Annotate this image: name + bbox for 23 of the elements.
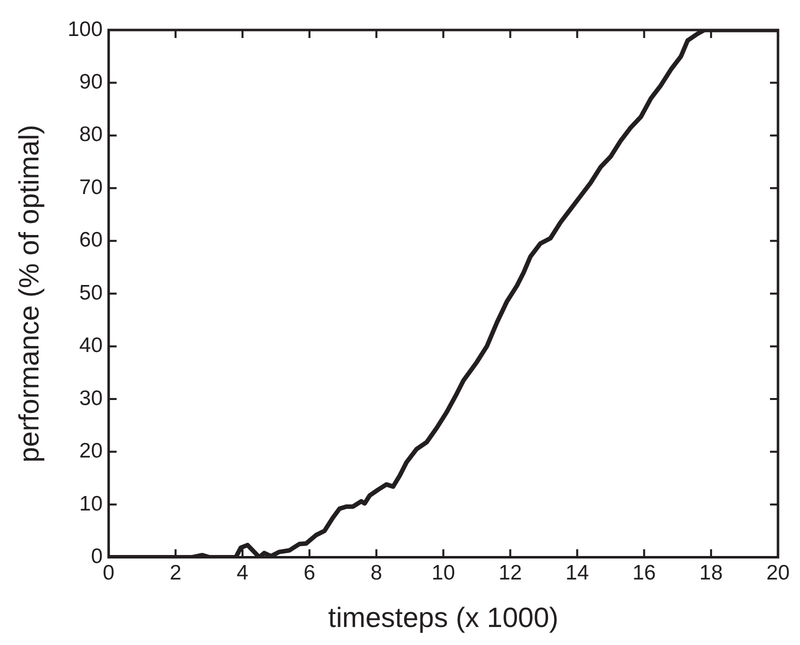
x-tick-label: 10 <box>432 562 455 585</box>
x-axis-title: timesteps (x 1000) <box>328 602 558 633</box>
y-tick-label: 30 <box>79 386 103 410</box>
y-tick-label: 100 <box>68 18 103 41</box>
y-tick-label: 50 <box>79 281 103 304</box>
x-tick-label: 20 <box>766 562 790 585</box>
x-tick-label: 18 <box>699 562 723 585</box>
y-tick-label: 80 <box>79 123 103 146</box>
x-tick-label: 14 <box>566 562 590 585</box>
x-tick-label: 16 <box>632 562 656 585</box>
x-tick-label: 2 <box>170 562 182 585</box>
x-tick-label: 12 <box>498 562 522 585</box>
y-tick-label: 20 <box>79 440 103 463</box>
x-tick-label: 6 <box>304 562 316 585</box>
y-tick-label: 60 <box>79 228 103 252</box>
y-tick-label: 90 <box>79 70 103 94</box>
y-axis-title: performance (% of optimal) <box>14 124 45 462</box>
x-tick-label: 4 <box>236 562 249 585</box>
y-tick-label: 70 <box>79 176 103 199</box>
y-tick-label: 0 <box>90 544 103 568</box>
x-tick-label: 8 <box>370 562 382 585</box>
y-tick-label: 10 <box>79 492 103 516</box>
y-tick-label: 40 <box>79 334 103 358</box>
